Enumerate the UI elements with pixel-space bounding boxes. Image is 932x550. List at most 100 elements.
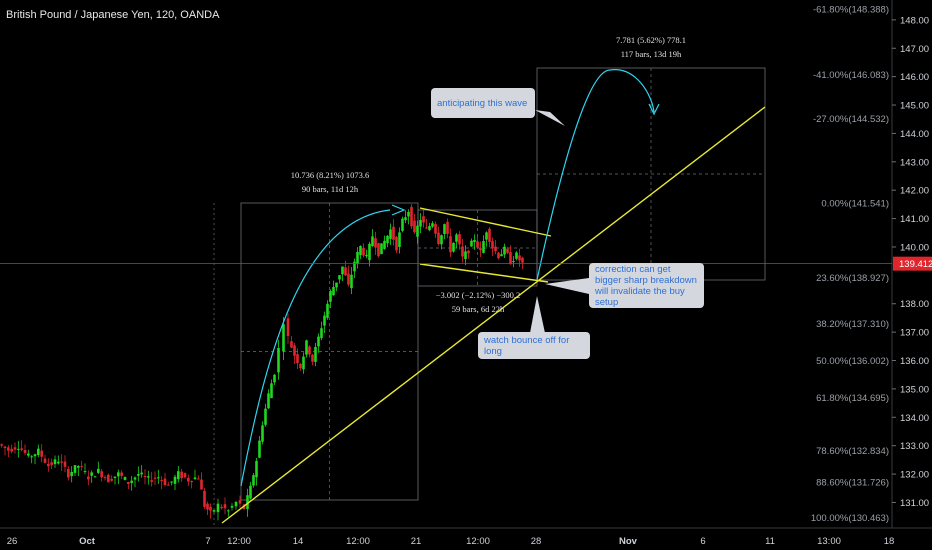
candle-body: [7, 447, 10, 451]
candle-body: [473, 240, 476, 243]
measure-label: −3.002 (−2.12%) −300.2: [436, 290, 521, 300]
candle-body: [353, 261, 356, 272]
x-tick-label: 28: [531, 536, 542, 547]
candle-body: [103, 477, 107, 479]
candle-body: [117, 472, 120, 477]
projection-arc-2: [536, 69, 655, 281]
candle-body: [83, 471, 87, 473]
candle-body: [323, 315, 326, 326]
candlesticks: [0, 204, 524, 521]
candle-body: [223, 504, 227, 509]
candle-body: [261, 425, 264, 442]
candle-body: [293, 345, 296, 356]
candle-body: [347, 273, 350, 285]
candle-body: [37, 448, 40, 456]
candle-body: [497, 252, 500, 259]
candle-body: [110, 478, 113, 481]
y-tick-label: 138.00: [900, 299, 929, 310]
candle-body: [494, 246, 497, 252]
candle-body: [404, 217, 407, 221]
candle-body: [470, 240, 473, 247]
candle-body: [173, 476, 177, 484]
candle-body: [282, 324, 285, 352]
candle-body: [365, 254, 368, 257]
y-tick-label: 146.00: [900, 72, 929, 83]
candle-body: [503, 246, 506, 255]
candle-body: [27, 453, 30, 456]
x-tick-label: 13:00: [817, 536, 841, 547]
channel-upper-line: [419, 207, 552, 237]
callout-anticipating[interactable]: anticipating this wave: [431, 88, 535, 118]
candle-body: [17, 448, 20, 450]
fibonacci-levels: -61.80%(148.388) -41.00%(146.083) -27.00%(…: [811, 4, 889, 524]
candle-body: [377, 243, 380, 257]
arrowhead-1: [391, 204, 406, 216]
fib-label: 100.00%(130.463): [811, 513, 889, 524]
candle-body: [314, 346, 317, 362]
callout-correction[interactable]: correction can get bigger sharp breakdow…: [589, 263, 704, 308]
candle-body: [63, 461, 67, 467]
candle-body: [183, 473, 187, 478]
candle-body: [13, 447, 17, 450]
candle-body: [150, 480, 153, 482]
callout-bounce[interactable]: watch bounce off for long: [478, 332, 590, 359]
candle-body: [107, 474, 110, 483]
candle-body: [212, 510, 216, 512]
candle-body: [296, 354, 299, 364]
candle-body: [238, 500, 242, 504]
chart-labels: 10.736 (8.21%) 1073.6 90 bars, 11d 12h 7.7…: [291, 35, 686, 314]
candle-body: [380, 243, 383, 255]
candle-body: [320, 328, 323, 339]
candle-body: [97, 468, 100, 473]
y-tick-label: 148.00: [900, 15, 929, 26]
candle-body: [177, 471, 180, 480]
candle-body: [120, 472, 123, 476]
candle-body: [383, 240, 386, 249]
arrowhead-2: [648, 103, 660, 116]
candle-body: [290, 341, 293, 348]
candle-body: [308, 346, 311, 355]
candle-body: [209, 506, 212, 511]
candle-body: [401, 218, 404, 231]
candle-body: [187, 477, 190, 482]
candle-body: [413, 220, 416, 233]
y-tick-label: 136.00: [900, 356, 929, 367]
candle-body: [338, 275, 341, 280]
callout-anticipating-text: anticipating this wave: [437, 97, 528, 109]
y-tick-label: 147.00: [900, 44, 929, 55]
candle-body: [482, 241, 485, 253]
candle-body: [311, 354, 314, 362]
candle-body: [422, 216, 425, 223]
candle-body: [506, 248, 509, 253]
y-tick-label: 131.00: [900, 498, 929, 509]
candle-body: [137, 474, 140, 476]
candle-body: [147, 476, 150, 478]
candle-body: [255, 460, 258, 478]
candle-body: [100, 471, 103, 478]
candle-body: [140, 472, 143, 475]
candle-body: [133, 477, 137, 480]
y-tick-label: 135.00: [900, 384, 929, 395]
x-tick-label: 21: [411, 536, 422, 547]
candle-body: [80, 465, 83, 467]
candle-body: [389, 229, 392, 239]
candle-body: [407, 211, 410, 217]
fib-label: 23.60%(138.927): [816, 273, 889, 284]
y-tick-label: 145.00: [900, 101, 929, 112]
fib-label: 61.80%(134.695): [816, 393, 889, 404]
candle-body: [53, 459, 57, 465]
y-tick-label: 140.00: [900, 242, 929, 253]
candle-body: [10, 448, 13, 452]
candle-body: [392, 226, 395, 240]
measure-label: 10.736 (8.21%) 1073.6: [291, 170, 370, 180]
y-tick-label: 144.00: [900, 129, 929, 140]
candle-body: [500, 254, 503, 257]
callout-bounce-text: watch bounce off for long: [484, 334, 570, 357]
x-tick-label: Nov: [619, 536, 638, 547]
candle-body: [157, 477, 160, 479]
candle-body: [299, 363, 302, 369]
candle-body: [93, 476, 97, 478]
candle-body: [193, 477, 197, 480]
candle-body: [341, 266, 344, 275]
